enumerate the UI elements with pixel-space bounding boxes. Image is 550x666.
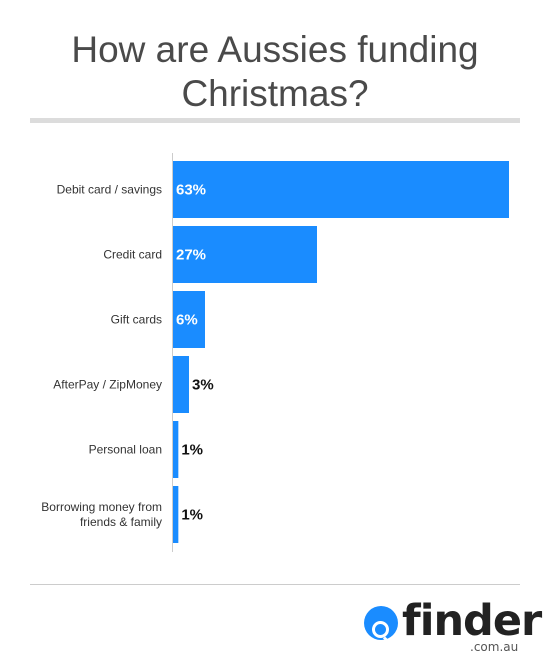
value-label-5: 1% bbox=[181, 507, 203, 524]
chart-title-line-2: Christmas? bbox=[181, 73, 369, 114]
finder-logo: finder .com.au bbox=[364, 596, 542, 658]
footer-divider bbox=[30, 584, 520, 585]
value-label-1: 27% bbox=[176, 247, 206, 264]
bar-5 bbox=[173, 486, 179, 543]
category-label-2: Gift cards bbox=[111, 313, 162, 327]
chart-title: How are Aussies funding Christmas? bbox=[0, 28, 550, 116]
chart-title-line-1: How are Aussies funding bbox=[71, 29, 479, 70]
value-label-3: 3% bbox=[192, 377, 214, 394]
logo-wordmark: finder bbox=[402, 596, 542, 646]
category-label-3: AfterPay / ZipMoney bbox=[53, 378, 162, 392]
category-label-4: Personal loan bbox=[89, 443, 162, 457]
category-label-1: Credit card bbox=[103, 248, 162, 262]
bar-0 bbox=[173, 161, 509, 218]
bar-1 bbox=[173, 226, 317, 283]
bar-2 bbox=[173, 291, 205, 348]
value-label-4: 1% bbox=[181, 442, 203, 459]
bar-chart: Debit card / savings 63% Credit card 27% Gif… bbox=[41, 153, 509, 552]
value-label-2: 6% bbox=[176, 312, 198, 329]
magnifier-icon bbox=[364, 606, 398, 645]
value-label-0: 63% bbox=[176, 182, 206, 199]
logo-domain: .com.au bbox=[470, 640, 519, 654]
title-divider bbox=[30, 118, 520, 123]
bar-4 bbox=[173, 421, 179, 478]
category-label-5: Borrowing money from friends & family bbox=[41, 500, 162, 529]
bar-3 bbox=[173, 356, 189, 413]
category-label-0: Debit card / savings bbox=[57, 183, 162, 197]
